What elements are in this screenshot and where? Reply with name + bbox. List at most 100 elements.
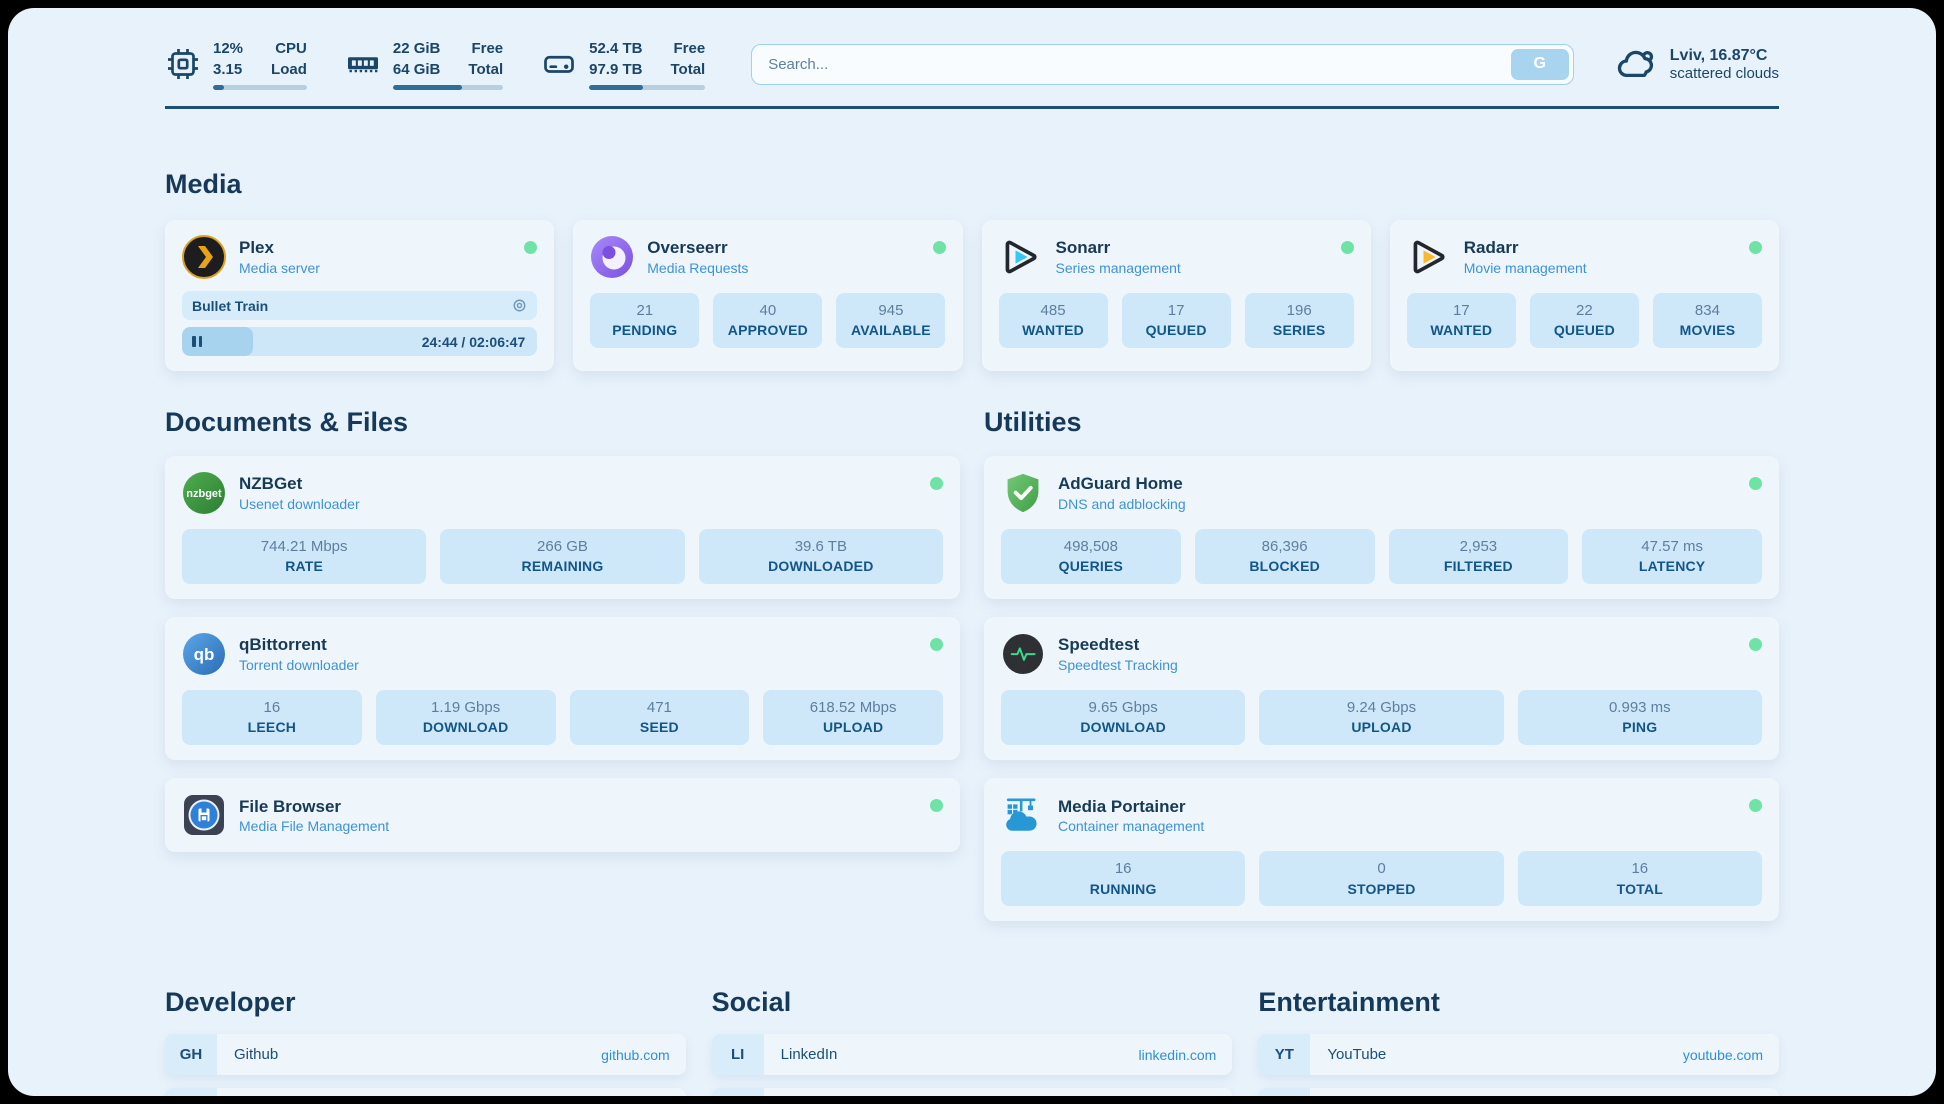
bookmark-url: linkedin.com bbox=[1138, 1046, 1217, 1063]
sonarr-icon bbox=[999, 235, 1043, 279]
dashboard-page: 12% 3.15 CPU Load bbox=[8, 8, 1936, 1096]
stat-wanted: 485 WANTED bbox=[998, 293, 1108, 349]
memory-total: 64 GiB bbox=[392, 61, 441, 78]
service-title: Plex bbox=[239, 238, 274, 258]
service-card-sonarr[interactable]: Sonarr Series management 485 WANTED 17 Q… bbox=[981, 220, 1371, 371]
memory-free: 22 GiB bbox=[392, 40, 441, 57]
stat-filtered: 2,953 FILTERED bbox=[1388, 529, 1569, 585]
stat-ping: 0.993 ms PING bbox=[1517, 690, 1762, 746]
memory-widget: 22 GiB 64 GiB Free Total bbox=[345, 38, 504, 90]
service-card-radarr[interactable]: Radarr Movie management 17 WANTED 22 QUE… bbox=[1389, 220, 1779, 371]
bookmark-name: LinkedIn bbox=[780, 1046, 838, 1064]
section-heading-media: Media bbox=[165, 169, 242, 199]
cpu-label-2: Load bbox=[271, 61, 307, 78]
memory-icon bbox=[345, 46, 381, 82]
stat-rate: 744.21 Mbps RATE bbox=[182, 529, 427, 585]
service-title: Overseerr bbox=[647, 238, 728, 258]
status-dot bbox=[1749, 241, 1762, 254]
status-dot bbox=[524, 241, 538, 254]
section-media: Media Plex Media server bbox=[165, 169, 1779, 371]
portainer-icon bbox=[1001, 793, 1045, 837]
now-playing-title-bar: Bullet Train bbox=[182, 291, 538, 320]
stat-movies: 834 MOVIES bbox=[1652, 293, 1762, 349]
adguard-icon bbox=[1001, 471, 1045, 515]
service-card-filebrowser[interactable]: File Browser Media File Management bbox=[165, 778, 960, 853]
stat-downloaded: 39.6 TB DOWNLOADED bbox=[698, 529, 943, 585]
nzbget-icon: nzbget bbox=[182, 471, 226, 515]
plex-icon bbox=[182, 235, 226, 279]
bookmark-twitter[interactable]: TW Twitter twitter.com bbox=[711, 1088, 1233, 1096]
bookmark-linkedin[interactable]: LI LinkedIn linkedin.com bbox=[711, 1034, 1233, 1076]
service-title: Speedtest bbox=[1058, 635, 1140, 655]
section-middle: Documents & Files nzbget bbox=[165, 407, 1779, 922]
section-heading-developer: Developer bbox=[165, 987, 296, 1018]
bookmark-name: Github bbox=[234, 1046, 279, 1064]
search-provider-button[interactable]: G bbox=[1510, 48, 1569, 80]
bookmark-abbr: SO bbox=[165, 1088, 217, 1096]
filebrowser-icon bbox=[182, 793, 226, 837]
search-input[interactable] bbox=[751, 43, 1574, 85]
pause-icon bbox=[192, 336, 196, 347]
bookmark-abbr: YT bbox=[1258, 1034, 1311, 1076]
service-card-portainer[interactable]: Media Portainer Container management 16 … bbox=[984, 778, 1779, 922]
stat-total: 16 TOTAL bbox=[1517, 851, 1762, 907]
bookmark-youtube[interactable]: YT YouTube youtube.com bbox=[1258, 1034, 1779, 1076]
disk-free: 52.4 TB bbox=[589, 40, 643, 57]
service-subtitle: DNS and adblocking bbox=[1058, 495, 1186, 512]
service-card-plex[interactable]: Plex Media server Bullet Train bbox=[165, 220, 555, 371]
stat-download: 1.19 Gbps DOWNLOAD bbox=[375, 690, 556, 746]
cpu-progress bbox=[213, 85, 307, 90]
stat-series: 196 SERIES bbox=[1244, 293, 1354, 349]
section-heading-entertainment: Entertainment bbox=[1258, 987, 1440, 1018]
cpu-label-1: CPU bbox=[275, 40, 307, 57]
section-bookmarks: Developer GH Github github.com SO StackO… bbox=[165, 987, 1779, 1096]
stat-seed: 471 SEED bbox=[569, 690, 750, 746]
speedtest-icon bbox=[1001, 632, 1045, 676]
disk-widget: 52.4 TB 97.9 TB Free Total bbox=[541, 38, 706, 90]
bookmark-stackoverflow[interactable]: SO StackOverflow stackoverflow.com bbox=[165, 1088, 686, 1096]
stat-queued: 17 QUEUED bbox=[1121, 293, 1231, 349]
service-title: Sonarr bbox=[1055, 238, 1111, 258]
service-card-qbittorrent[interactable]: qb qBittorrent Torrent downloader 16 LEE… bbox=[165, 617, 960, 761]
service-card-nzbget[interactable]: nzbget NZBGet Usenet downloader 744.21 M… bbox=[165, 456, 960, 600]
column-utilities: Utilities bbox=[984, 407, 1779, 922]
stat-running: 16 RUNNING bbox=[1001, 851, 1246, 907]
stat-approved: 40 APPROVED bbox=[713, 293, 823, 349]
bookmark-netflix[interactable]: NF Netflix netflix.com bbox=[1258, 1088, 1779, 1096]
stat-download: 9.65 Gbps DOWNLOAD bbox=[1001, 690, 1246, 746]
svg-text:nzbget: nzbget bbox=[186, 488, 222, 500]
stat-upload: 9.24 Gbps UPLOAD bbox=[1259, 690, 1504, 746]
bookmark-group-entertainment: Entertainment YT YouTube youtube.com NF … bbox=[1258, 987, 1779, 1096]
service-card-speedtest[interactable]: Speedtest Speedtest Tracking 9.65 Gbps D… bbox=[984, 617, 1779, 761]
stat-stopped: 0 STOPPED bbox=[1259, 851, 1504, 907]
weather-widget: Lviv, 16.87°C scattered clouds bbox=[1616, 43, 1779, 85]
service-subtitle: Series management bbox=[1055, 259, 1181, 276]
section-heading-social: Social bbox=[711, 987, 792, 1018]
bookmark-abbr: NF bbox=[1258, 1088, 1311, 1096]
status-dot bbox=[1749, 477, 1762, 490]
bookmark-github[interactable]: GH Github github.com bbox=[165, 1034, 686, 1076]
status-dot bbox=[1749, 799, 1762, 813]
bookmark-abbr: LI bbox=[711, 1034, 764, 1076]
status-dot bbox=[932, 241, 946, 254]
status-dot bbox=[930, 799, 943, 813]
service-subtitle: Media server bbox=[239, 259, 320, 276]
service-subtitle: Movie management bbox=[1463, 259, 1587, 276]
gear-icon bbox=[512, 298, 527, 313]
status-dot bbox=[1749, 638, 1762, 652]
service-title: AdGuard Home bbox=[1058, 474, 1183, 494]
stat-queued: 22 QUEUED bbox=[1529, 293, 1639, 349]
disk-progress bbox=[589, 85, 706, 90]
service-card-adguard[interactable]: AdGuard Home DNS and adblocking 498,508 … bbox=[984, 456, 1779, 600]
memory-label-1: Free bbox=[471, 40, 504, 57]
stat-latency: 47.57 ms LATENCY bbox=[1582, 529, 1762, 585]
stat-blocked: 86,396 BLOCKED bbox=[1194, 529, 1375, 585]
bookmark-abbr: TW bbox=[711, 1088, 764, 1096]
cpu-percent: 12% bbox=[213, 40, 244, 57]
now-playing-progress: 24:44 / 02:06:47 bbox=[182, 327, 538, 356]
service-title: NZBGet bbox=[239, 474, 303, 494]
service-title: qBittorrent bbox=[239, 635, 327, 655]
bookmark-group-developer: Developer GH Github github.com SO StackO… bbox=[165, 987, 686, 1096]
service-card-overseerr[interactable]: Overseerr Media Requests 21 PENDING 40 A… bbox=[573, 220, 963, 371]
weather-condition: scattered clouds bbox=[1669, 64, 1779, 82]
